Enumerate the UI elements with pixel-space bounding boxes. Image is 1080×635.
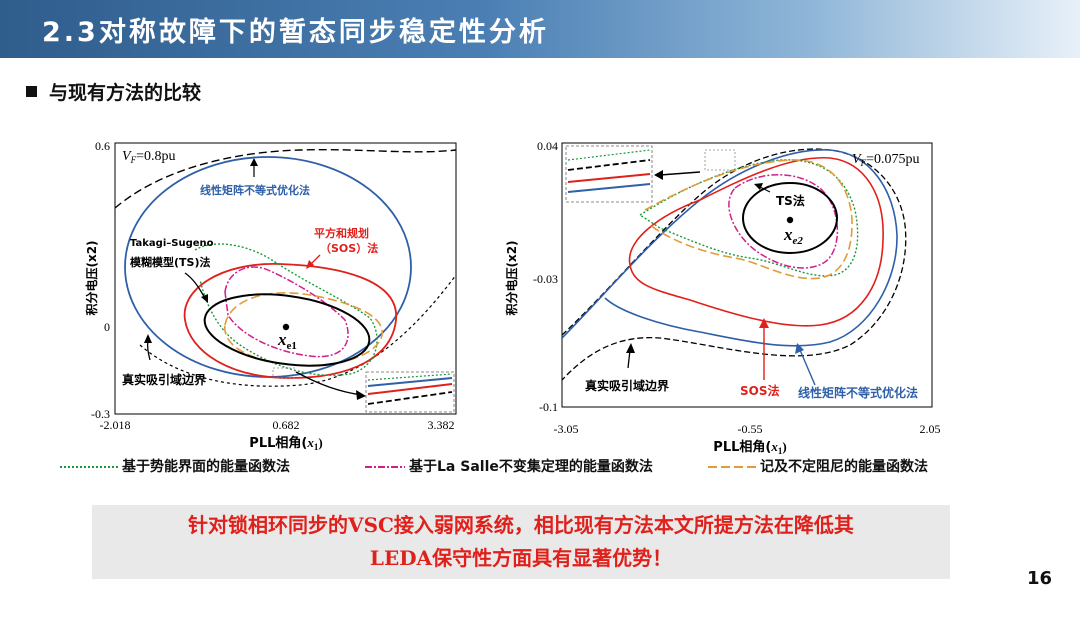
left-ts-label-2: 模糊模型(TS)法: [130, 255, 210, 269]
right-negdamp-curve: [644, 159, 853, 280]
page-number: 16: [1026, 568, 1052, 589]
left-sos-label-2: （SOS）法: [320, 241, 378, 255]
left-equilibrium-label: xe1: [277, 330, 297, 352]
right-zoom-inset: [565, 145, 653, 203]
right-boundary-outer-curve: [562, 148, 907, 381]
right-ylabel: 积分电压(x2): [504, 240, 519, 315]
left-xtick: 3.382: [428, 418, 455, 432]
left-ts-label-1: Takagi–Sugeno: [130, 238, 214, 249]
right-inset-arrow: [659, 171, 701, 176]
legend-item-lasalle: 基于La Salle不变集定理的能量函数法: [365, 456, 653, 476]
right-equilibrium-label: xe2: [783, 225, 803, 247]
right-lasalle-curve: [728, 174, 839, 269]
legend-item-negdamp: 记及不定阻尼的能量函数法: [708, 456, 928, 476]
conclusion-line-1: 针对锁相环同步的VSC接入弱网系统，相比现有方法本文所提方法在降低其: [188, 513, 854, 537]
right-zoom-source-box: [704, 149, 736, 171]
legend-swatch-lasalle: [365, 466, 405, 468]
left-ylabel: 积分电压(x2): [84, 240, 99, 315]
right-boundary-arrowhead: [626, 343, 635, 353]
left-ts-arrowhead: [201, 294, 208, 303]
legend-label-potential: 基于势能界面的能量函数法: [122, 459, 290, 475]
left-boundary-arrow: [146, 339, 151, 361]
right-lmi-arrow: [799, 349, 816, 386]
conclusion-line-2: LEDA保守性方面具有显著优势！: [369, 546, 673, 570]
left-ytick: 0: [104, 320, 110, 334]
left-sos-arrowhead: [306, 260, 314, 269]
left-lmi-label: 线性矩阵不等式优化法: [200, 183, 310, 197]
right-potential-curve: [638, 159, 859, 277]
right-sos-curve: [628, 157, 884, 327]
right-inset-black: [567, 159, 651, 171]
left-sos-label-1: 平方和规划: [314, 226, 369, 240]
right-ytick: -0.1: [539, 400, 558, 414]
legend-label-negdamp: 记及不定阻尼的能量函数法: [760, 459, 928, 475]
right-lmi-label: 线性矩阵不等式优化法: [798, 385, 918, 400]
left-zoom-inset: [365, 371, 455, 413]
right-inset-green: [567, 149, 651, 161]
right-inset-blue: [567, 183, 651, 193]
legend-swatch-potential: [60, 466, 118, 468]
left-inset-black: [367, 391, 453, 405]
right-equilibrium-point: [786, 216, 794, 224]
right-inset-arrowhead: [654, 170, 663, 180]
right-inset-red: [567, 173, 651, 183]
slide-title: 2.3对称故障下的暂态同步稳定性分析: [42, 17, 549, 48]
left-equilibrium-point: [282, 323, 290, 331]
left-inset-blue: [367, 377, 453, 387]
left-ytick: -0.3: [91, 407, 110, 421]
left-sos-curve: [183, 263, 397, 379]
section-subheading: 与现有方法的比较: [26, 78, 201, 105]
right-boundary-label: 真实吸引域边界: [585, 378, 669, 393]
legend-label-lasalle: 基于La Salle不变集定理的能量函数法: [409, 459, 653, 475]
right-ts-arrow: [757, 185, 771, 193]
left-boundary-label: 真实吸引域边界: [122, 372, 206, 387]
right-xtick: 2.05: [920, 422, 941, 436]
right-xtick: -3.05: [554, 422, 579, 436]
subheading-text: 与现有方法的比较: [49, 82, 202, 104]
left-inset-arrowhead: [356, 390, 366, 400]
left-potential-curve: [194, 243, 378, 376]
right-xlabel: PLL相角(x1): [713, 439, 786, 456]
right-ts-curve: [742, 182, 838, 254]
right-sos-label: SOS法: [740, 383, 780, 398]
legend-item-potential: 基于势能界面的能量函数法: [60, 456, 290, 476]
right-chart-label: VF=0.075pu: [852, 152, 919, 168]
left-negdamp-curve: [224, 292, 383, 367]
left-ts-arrow: [184, 272, 206, 299]
left-inset-red: [367, 383, 453, 395]
left-inset-arrow: [295, 371, 363, 396]
right-sos-arrowhead: [759, 318, 769, 328]
right-ytick: -0.03: [533, 272, 558, 286]
conclusion-box: 针对锁相环同步的VSC接入弱网系统，相比现有方法本文所提方法在降低其 LEDA保…: [92, 505, 950, 579]
left-ytick: 0.6: [95, 139, 110, 153]
left-plot-frame: [114, 142, 457, 415]
left-chart-label: VF=0.8pu: [122, 149, 175, 165]
left-ts-curve: [203, 293, 371, 367]
right-ts-arrowhead: [754, 183, 763, 190]
right-lmi-curve: [562, 149, 898, 347]
right-ytick: 0.04: [537, 139, 558, 153]
left-boundary-arrowhead: [144, 334, 152, 343]
right-xtick: -0.55: [738, 422, 763, 436]
left-lasalle-curve: [224, 266, 349, 358]
left-zoom-source-box: [272, 367, 296, 379]
left-boundary-bottom-curve: [139, 274, 456, 387]
left-xtick: 0.682: [273, 418, 300, 432]
left-boundary-top-curve: [115, 148, 456, 209]
left-lmi-curve: [124, 156, 412, 378]
left-sos-arrow: [309, 254, 321, 266]
legend-swatch-negdamp: [708, 466, 756, 468]
left-xlabel: PLL相角(x1): [249, 435, 322, 452]
right-plot-frame: [561, 142, 933, 408]
title-banner: 2.3对称故障下的暂态同步稳定性分析: [0, 0, 1080, 58]
left-xtick: -2.018: [100, 418, 131, 432]
left-lmi-arrowhead: [250, 158, 258, 166]
right-boundary-arrow: [627, 349, 631, 369]
legend: 基于势能界面的能量函数法 基于La Salle不变集定理的能量函数法 记及不定阻…: [60, 456, 1060, 484]
right-lmi-arrowhead: [795, 343, 804, 354]
square-bullet-icon: [26, 86, 37, 97]
left-inset-green: [367, 373, 453, 381]
right-ts-label: TS法: [776, 193, 805, 208]
